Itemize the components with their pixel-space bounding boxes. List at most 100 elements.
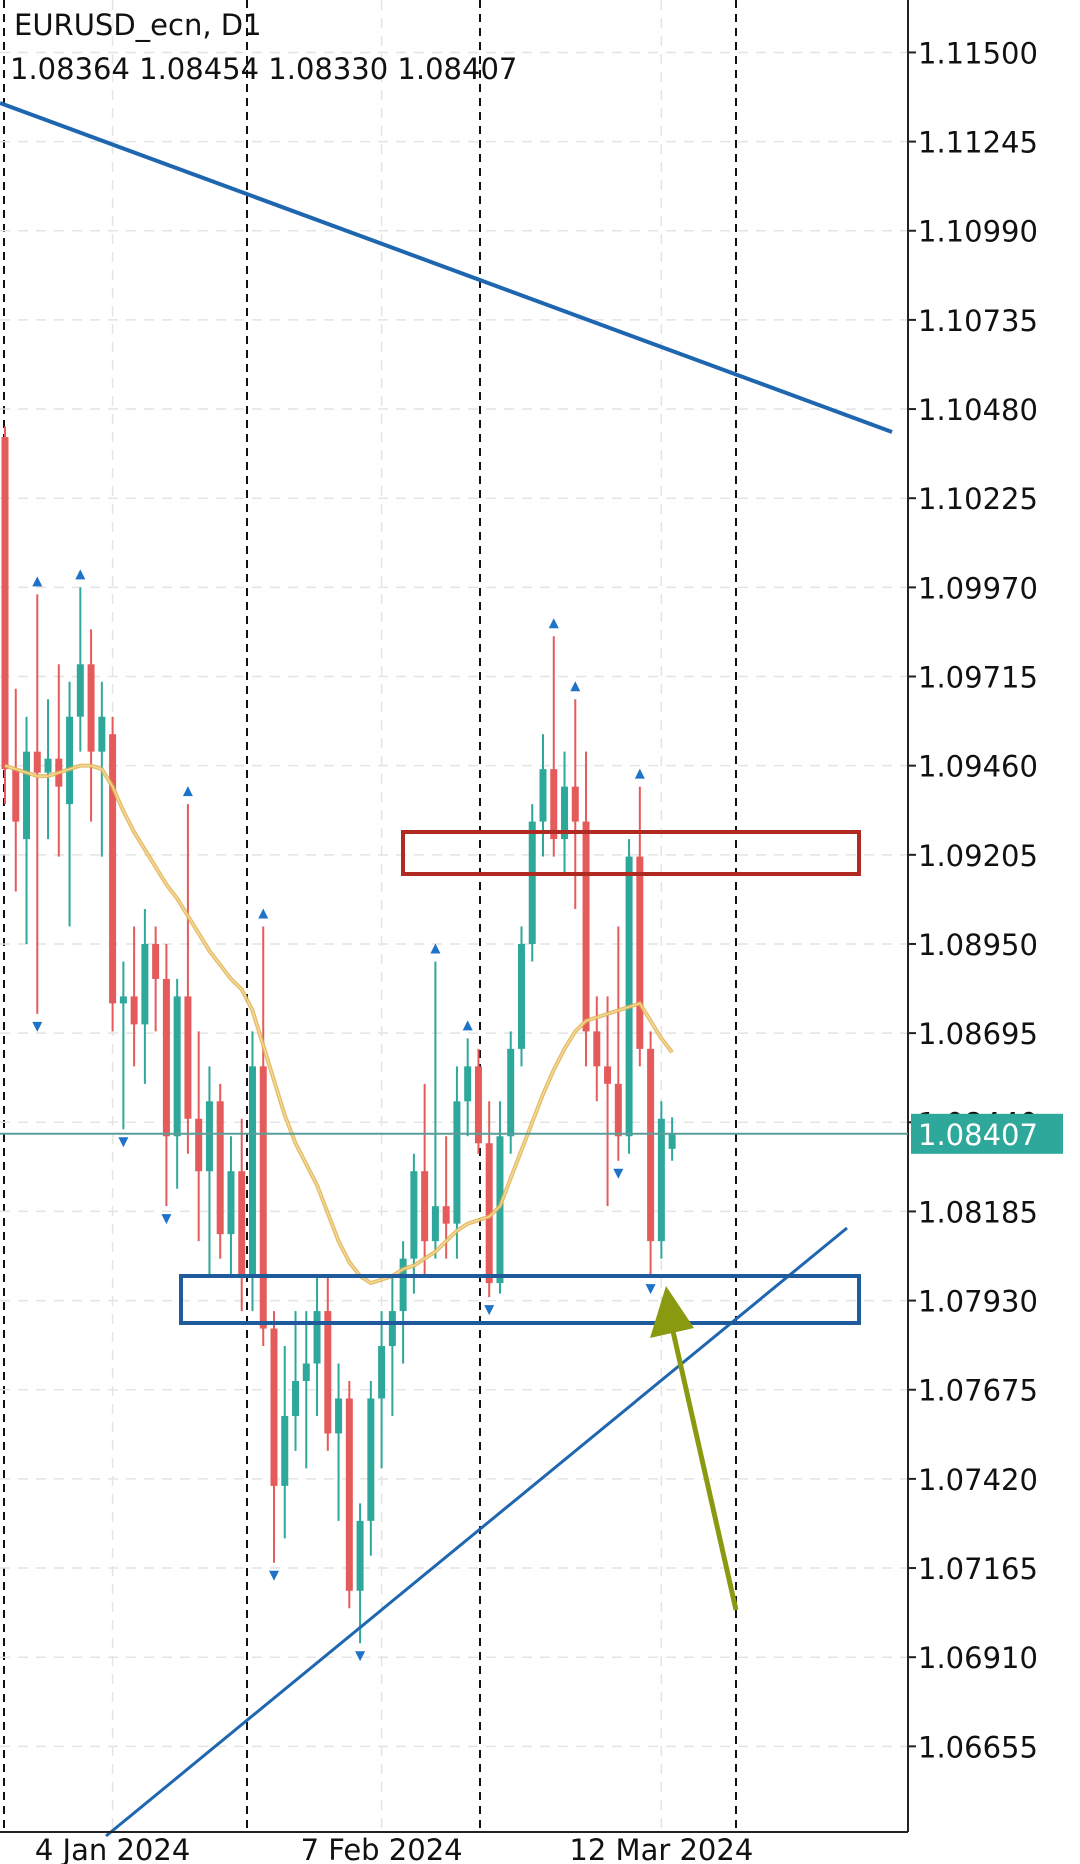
candle-body [345,1398,353,1591]
candle-body [66,716,74,805]
moving-average [4,763,674,1286]
candle-body [109,734,117,1004]
symbol-title: EURUSD_ecn, D1 [14,8,262,42]
y-tick-label: 1.06910 [918,1641,1038,1675]
candle-body [141,943,149,1025]
candle-body [636,856,644,1049]
fractal-down [613,1168,624,1179]
trend-line [0,101,893,434]
candle-body [173,996,181,1137]
fractal-up [32,576,43,587]
candle-body [528,821,536,944]
candle-body [335,1398,343,1434]
candle-body [453,1101,461,1224]
candle-body [399,1258,407,1312]
candle-body [324,1311,332,1434]
fractal-up [182,786,193,797]
fractal-down [32,1021,43,1032]
candle-body [313,1311,321,1364]
candle-body [668,1133,676,1149]
candle-body [421,1171,429,1242]
candle-body [657,1118,665,1242]
candle-body [464,1066,472,1102]
candle-body [76,664,84,717]
fractal-up [548,618,559,629]
candle-body [582,821,590,1032]
resistance-zone [401,830,861,876]
candle-body [604,1066,612,1084]
candle-body [162,978,170,1137]
y-tick-label: 1.10990 [918,215,1038,249]
arrow [667,1317,739,1611]
x-tick-label: 7 Feb 2024 [301,1833,463,1864]
candle-body [205,1101,213,1172]
y-tick-label: 1.08695 [918,1017,1038,1051]
y-tick-label: 1.07420 [918,1463,1038,1497]
y-tick-label: 1.09715 [918,661,1038,695]
candle-body [625,856,633,1137]
y-tick-label: 1.11245 [918,126,1038,160]
candle-body [1,437,9,770]
fractal-up [570,681,581,692]
y-tick-label: 1.09970 [918,571,1038,605]
candle-body [281,1415,289,1486]
y-tick-label: 1.09460 [918,750,1038,784]
candle-body [216,1101,224,1235]
candle-body [44,758,52,773]
x-tick-label: 12 Mar 2024 [569,1833,753,1864]
fractal-up [258,908,269,919]
moving-average-core [4,765,673,1284]
ohlc-readout: 1.08364 1.08454 1.08330 1.08407 [10,52,517,86]
candle-body [33,751,41,773]
candle-body [227,1171,235,1235]
fractal-up [634,768,645,779]
y-tick-label: 1.10225 [918,482,1038,516]
y-tick-label: 1.08185 [918,1195,1038,1229]
candle-body [614,1083,622,1137]
candle-body [474,1066,482,1144]
candle-body [184,996,192,1119]
trend-line [105,1226,848,1838]
candle-body [561,786,569,840]
candle-body [259,1066,267,1329]
candle-body [647,1048,655,1242]
candle-body [593,1031,601,1067]
fractal-down [269,1570,279,1581]
x-tick-label: 4 Jan 2024 [35,1833,190,1864]
support-zone [179,1274,861,1325]
candle-body [356,1520,364,1591]
candle-body [302,1363,310,1381]
candle-body [12,769,20,822]
y-tick-label: 1.06655 [918,1730,1038,1764]
y-tick-label: 1.11500 [918,36,1038,70]
candle-body [539,769,547,822]
candle-body [388,1311,396,1347]
fractal-down [484,1305,495,1316]
candle-body [517,943,525,1049]
fractal-up [430,943,441,954]
y-tick-label: 1.09205 [918,839,1038,873]
candle-body [410,1171,418,1259]
y-tick-label: 1.07675 [918,1374,1038,1408]
candle-body [119,996,127,1004]
y-tick-label: 1.10735 [918,304,1038,338]
candle-body [195,1118,203,1172]
candle-body [496,1136,504,1284]
candle-body [23,751,31,840]
candle-body [98,716,106,752]
fractal-down [161,1214,172,1225]
candle-body [485,1143,493,1284]
fractal-up [75,569,86,580]
fractal-down [645,1284,656,1295]
last-price-box [911,1113,1063,1154]
arrow-head [650,1286,694,1338]
fractal-down [118,1137,129,1148]
candle-body [152,943,160,979]
candle-body [292,1380,300,1416]
candle-body [442,1206,450,1224]
y-tick-label: 1.08950 [918,928,1038,962]
candle-body [550,769,558,840]
candle-body [130,996,138,1025]
